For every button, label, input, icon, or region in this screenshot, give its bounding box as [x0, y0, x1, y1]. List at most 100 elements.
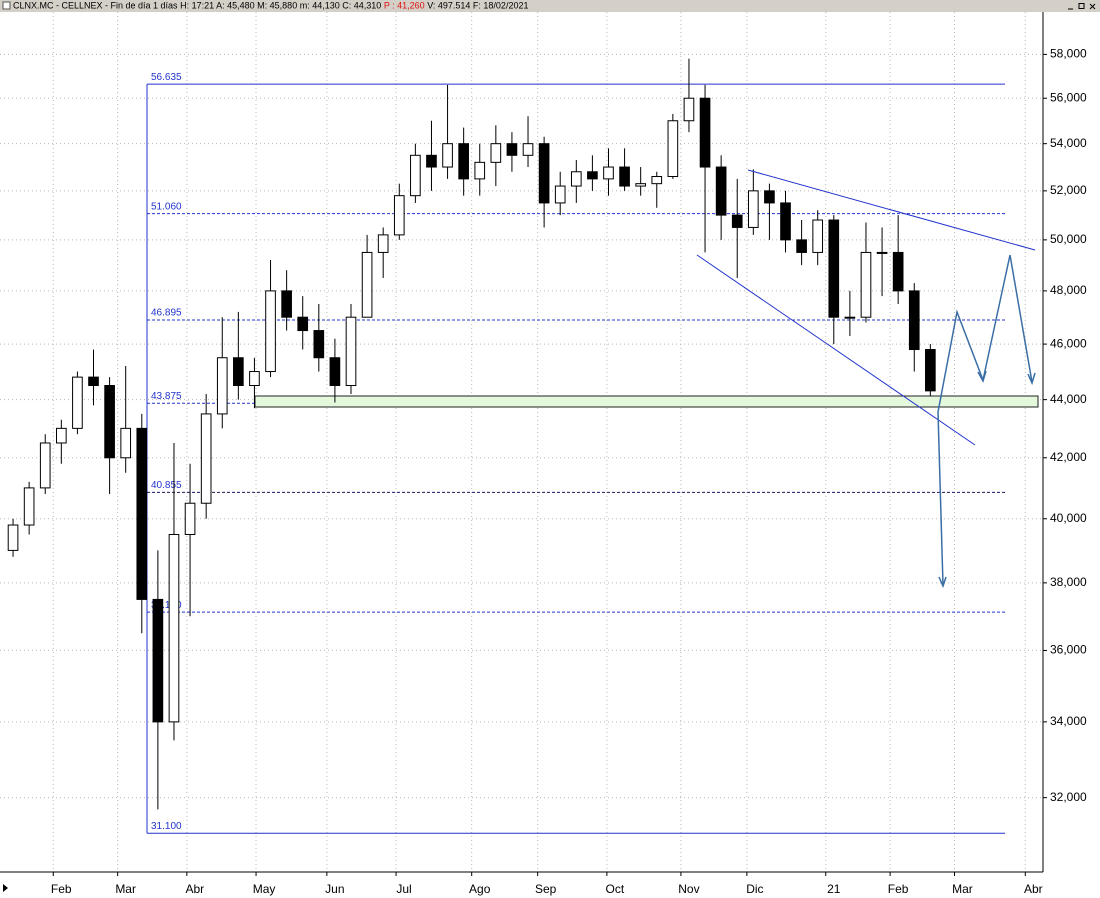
x-tick-label: Oct — [606, 882, 625, 896]
candle-body — [377, 234, 389, 253]
header-bar — [0, 0, 1100, 12]
candle-body — [55, 427, 67, 444]
scroll-icon[interactable] — [3, 884, 8, 892]
candle-body — [715, 166, 727, 216]
candle-body — [200, 413, 212, 504]
candle-body — [780, 202, 791, 241]
x-tick-label: Dic — [746, 882, 763, 896]
candle-body — [506, 143, 518, 156]
candle-body — [925, 349, 936, 392]
candle-body — [297, 316, 309, 332]
candle-body — [136, 427, 148, 600]
y-tick-label: 48,000 — [1050, 283, 1087, 297]
minimize-button[interactable] — [1066, 2, 1075, 10]
candle-body — [233, 357, 244, 387]
candle-body — [876, 251, 888, 254]
candle-body — [812, 219, 824, 253]
header-time: H: 17:21 — [180, 1, 214, 11]
fib-level-label: 43.875 — [151, 391, 182, 402]
y-tick-label: 42,000 — [1050, 450, 1087, 464]
x-tick-label: Nov — [678, 882, 699, 896]
x-tick-label: Feb — [888, 882, 909, 896]
y-tick-label: 50,000 — [1050, 232, 1087, 246]
header: CLNX.MC - CELLNEX - Fin de día 1 días H:… — [2, 1, 528, 11]
candle-body — [474, 161, 486, 180]
candle-body — [699, 97, 711, 168]
fib-level-label: 46.895 — [151, 308, 182, 319]
header-close: C: 44,310 — [342, 1, 381, 11]
fib-level-label: 51.060 — [151, 201, 182, 212]
candle-body — [281, 290, 292, 318]
y-tick-label: 32,000 — [1050, 790, 1087, 804]
fib-level-label: 31.100 — [151, 821, 182, 832]
header-min: m: 44,130 — [300, 1, 340, 11]
x-tick-label: Mar — [115, 882, 136, 896]
y-tick-label: 40,000 — [1050, 511, 1087, 525]
fib-level-label: 40.855 — [151, 480, 182, 491]
candle-body — [393, 195, 405, 236]
header-volume: V: 497.514 — [427, 1, 470, 11]
x-tick-label: Sep — [535, 882, 557, 896]
resistance-trendline — [747, 169, 1036, 251]
x-tick-label: Jul — [396, 882, 411, 896]
header-symbol: CLNX.MC - CELLNEX - Fin de día 1 días — [13, 1, 178, 11]
y-tick-label: 38,000 — [1050, 575, 1087, 589]
candle-body — [249, 371, 260, 387]
candle-body — [796, 239, 807, 253]
down-arrowhead — [938, 576, 947, 589]
candle-body — [265, 290, 276, 373]
x-tick-label: 21 — [827, 882, 841, 896]
x-tick-label: Ago — [469, 882, 491, 896]
candle-body — [152, 598, 164, 723]
candle-body — [442, 143, 453, 168]
candle-body — [764, 190, 775, 204]
fib-level-label: 37.120 — [151, 600, 182, 611]
candle-body — [39, 442, 51, 489]
candle-body — [88, 376, 99, 387]
candle-body — [458, 143, 469, 180]
candle-body — [908, 290, 920, 351]
candle-body — [828, 219, 840, 318]
y-tick-label: 46,000 — [1050, 336, 1087, 350]
y-tick-label: 58,000 — [1050, 47, 1087, 61]
candle-body — [313, 330, 325, 359]
candle-body — [587, 171, 598, 180]
candle-body — [731, 214, 743, 228]
candle-body — [361, 251, 373, 318]
candle-body — [72, 376, 83, 429]
y-tick-label: 54,000 — [1050, 136, 1087, 150]
candle-body — [168, 533, 180, 723]
window-controls[interactable] — [1066, 2, 1097, 10]
candle-body — [651, 176, 663, 185]
y-tick-label: 36,000 — [1050, 643, 1087, 657]
candle-body — [426, 154, 437, 168]
header-icon — [2, 1, 11, 10]
candle-body — [184, 502, 196, 535]
candle-body — [635, 183, 647, 187]
x-tick-label: Mar — [952, 882, 973, 896]
x-tick-label: Abr — [1024, 882, 1043, 896]
candle-body — [554, 185, 566, 204]
candle-body — [329, 357, 341, 387]
candle-body — [120, 427, 132, 459]
maximize-button[interactable] — [1077, 2, 1086, 10]
projection-arrowheads — [977, 370, 1036, 386]
candle-body — [619, 166, 630, 187]
header-text: CLNX.MC - CELLNEX - Fin de día 1 días H:… — [13, 1, 528, 11]
support-zone — [254, 395, 1039, 408]
y-tick-label: 44,000 — [1050, 392, 1087, 406]
header-open: A: 45,480 — [216, 1, 255, 11]
candle-body — [570, 171, 582, 187]
header-date: F: 18/02/2021 — [473, 1, 529, 11]
x-tick-label: May — [253, 882, 276, 896]
down-projection — [937, 411, 944, 586]
fib-level-label: 56.635 — [151, 72, 182, 83]
x-tick-label: Jun — [325, 882, 344, 896]
x-tick-label: Abr — [186, 882, 205, 896]
candle-body — [410, 154, 421, 197]
candle-body — [683, 97, 695, 122]
axes: 32,000 34,000 36,000 38,000 40,000 42,000 44,0… — [51, 47, 1087, 897]
candle-body — [603, 166, 614, 180]
support-trendline — [696, 254, 976, 446]
